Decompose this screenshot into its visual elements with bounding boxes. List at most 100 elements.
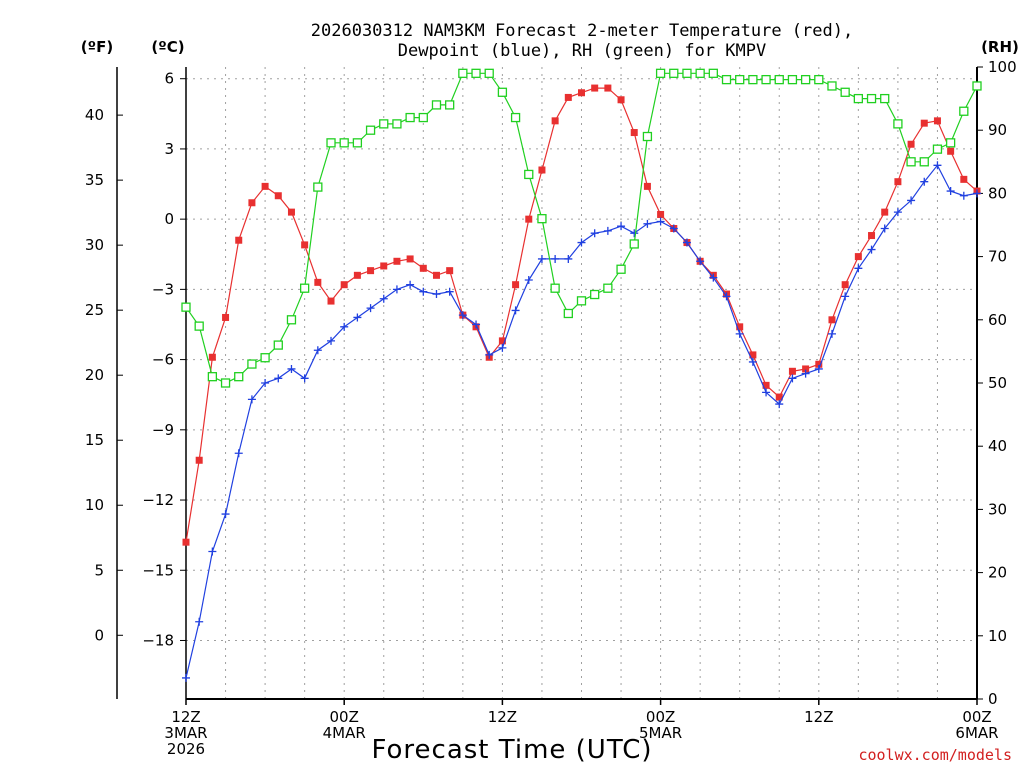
rh-point	[286, 315, 297, 325]
dewpoint-series	[182, 161, 981, 682]
rh-point	[866, 93, 877, 104]
rh-tick-label: 0	[988, 690, 998, 708]
dewpoint-point	[221, 510, 230, 519]
temperature-point	[617, 96, 625, 104]
rh-point	[827, 81, 837, 91]
rh-point	[220, 378, 231, 388]
dewpoint-point	[801, 369, 810, 378]
temperature-point	[960, 175, 968, 183]
fahrenheit-tick-label: 20	[85, 366, 104, 384]
temperature-point	[512, 281, 520, 289]
rh-point	[906, 157, 916, 167]
dewpoint-point	[920, 177, 929, 186]
rh-point	[484, 68, 494, 78]
x-tick-label: 00Z	[330, 708, 359, 726]
temperature-point	[604, 84, 612, 92]
rh-point	[735, 74, 745, 85]
celsius-tick-label: 0	[164, 210, 174, 228]
dewpoint-point	[537, 254, 546, 263]
rh-point	[695, 68, 705, 78]
dewpoint-point	[946, 187, 955, 196]
rh-point	[418, 112, 428, 123]
rh-tick-label: 70	[988, 248, 1007, 266]
dewpoint-point	[775, 400, 784, 409]
rh-point	[721, 74, 732, 85]
rh-point	[379, 119, 389, 129]
dewpoint-point	[208, 547, 217, 556]
tick-labels: −18−15−12−9−6−30360510152025303540010203…	[85, 58, 1017, 758]
x-tick-label: 2026	[167, 740, 205, 758]
rh-point	[655, 68, 666, 78]
temperature-point	[815, 360, 823, 368]
celsius-tick-label: −3	[152, 280, 174, 298]
fahrenheit-tick-label: 15	[85, 431, 104, 449]
x-tick-label: 12Z	[171, 708, 200, 726]
rh-tick-label: 30	[988, 500, 1007, 518]
rh-tick-label: 50	[988, 374, 1007, 392]
dewpoint-point	[709, 273, 718, 282]
rh-point	[510, 112, 521, 123]
temperature-point	[749, 351, 757, 359]
rh-point	[603, 283, 613, 293]
x-tick-label: 12Z	[488, 708, 517, 726]
temperature-point	[261, 182, 269, 190]
celsius-tick-label: −9	[152, 421, 174, 439]
dewpoint-point	[762, 388, 771, 397]
temperature-point	[762, 381, 770, 389]
temperature-point	[525, 215, 533, 223]
dewpoint-point	[722, 292, 731, 301]
temperature-point	[802, 365, 810, 373]
x-tick-label: 12Z	[804, 708, 833, 726]
rh-point	[972, 81, 982, 91]
temperature-point	[380, 262, 388, 270]
temperature-point	[841, 281, 849, 289]
rh-point	[207, 372, 218, 382]
dewpoint-point	[274, 374, 283, 383]
rh-point	[800, 74, 811, 85]
fahrenheit-tick-label: 5	[94, 561, 104, 579]
dewpoint-point	[603, 226, 612, 235]
dewpoint-point	[287, 364, 296, 373]
rh-point	[893, 119, 903, 129]
dewpoint-point	[907, 196, 916, 205]
celsius-tick-label: −18	[142, 631, 174, 649]
x-tick-label: 3MAR	[164, 724, 207, 742]
dewpoint-point	[814, 364, 823, 373]
dewpoint-point	[182, 673, 190, 682]
rh-point	[761, 74, 771, 85]
dewpoint-point	[590, 229, 599, 238]
dewpoint-point	[643, 219, 652, 228]
temperature-point	[564, 93, 572, 101]
rh-point	[919, 157, 929, 167]
dewpoint-point	[841, 292, 850, 301]
dewpoint-point	[261, 379, 270, 387]
rh-tick-label: 40	[988, 437, 1007, 455]
rh-tick-label: 60	[988, 311, 1007, 329]
dewpoint-point	[313, 346, 322, 355]
rh-tick-label: 20	[988, 564, 1007, 582]
rh-point	[814, 74, 824, 85]
temperature-point	[314, 278, 322, 286]
rh-point	[339, 138, 349, 148]
dewpoint-point	[432, 290, 441, 299]
celsius-unit-label: (ºC)	[151, 38, 184, 56]
rh-tick-label: 90	[988, 121, 1007, 139]
dewpoint-point	[419, 287, 428, 296]
temperature-point	[578, 89, 585, 97]
dewpoint-point	[630, 229, 639, 238]
rh-point	[352, 138, 363, 148]
temperature-point	[353, 271, 361, 279]
temperature-point	[222, 313, 230, 321]
x-tick-label: 00Z	[646, 708, 675, 726]
rh-tick-label: 100	[988, 58, 1017, 76]
fahrenheit-tick-label: 0	[94, 626, 104, 644]
dewpoint-point	[366, 304, 375, 313]
dewpoint-point	[498, 343, 507, 352]
rh-point	[405, 112, 415, 123]
x-tick-label: 6MAR	[955, 724, 998, 742]
temperature-point	[933, 117, 941, 125]
temperature-point	[419, 264, 427, 272]
chart-title-line1: 2026030312 NAM3KM Forecast 2-meter Tempe…	[311, 21, 853, 41]
dewpoint-point	[485, 350, 494, 359]
rh-point	[880, 93, 890, 104]
